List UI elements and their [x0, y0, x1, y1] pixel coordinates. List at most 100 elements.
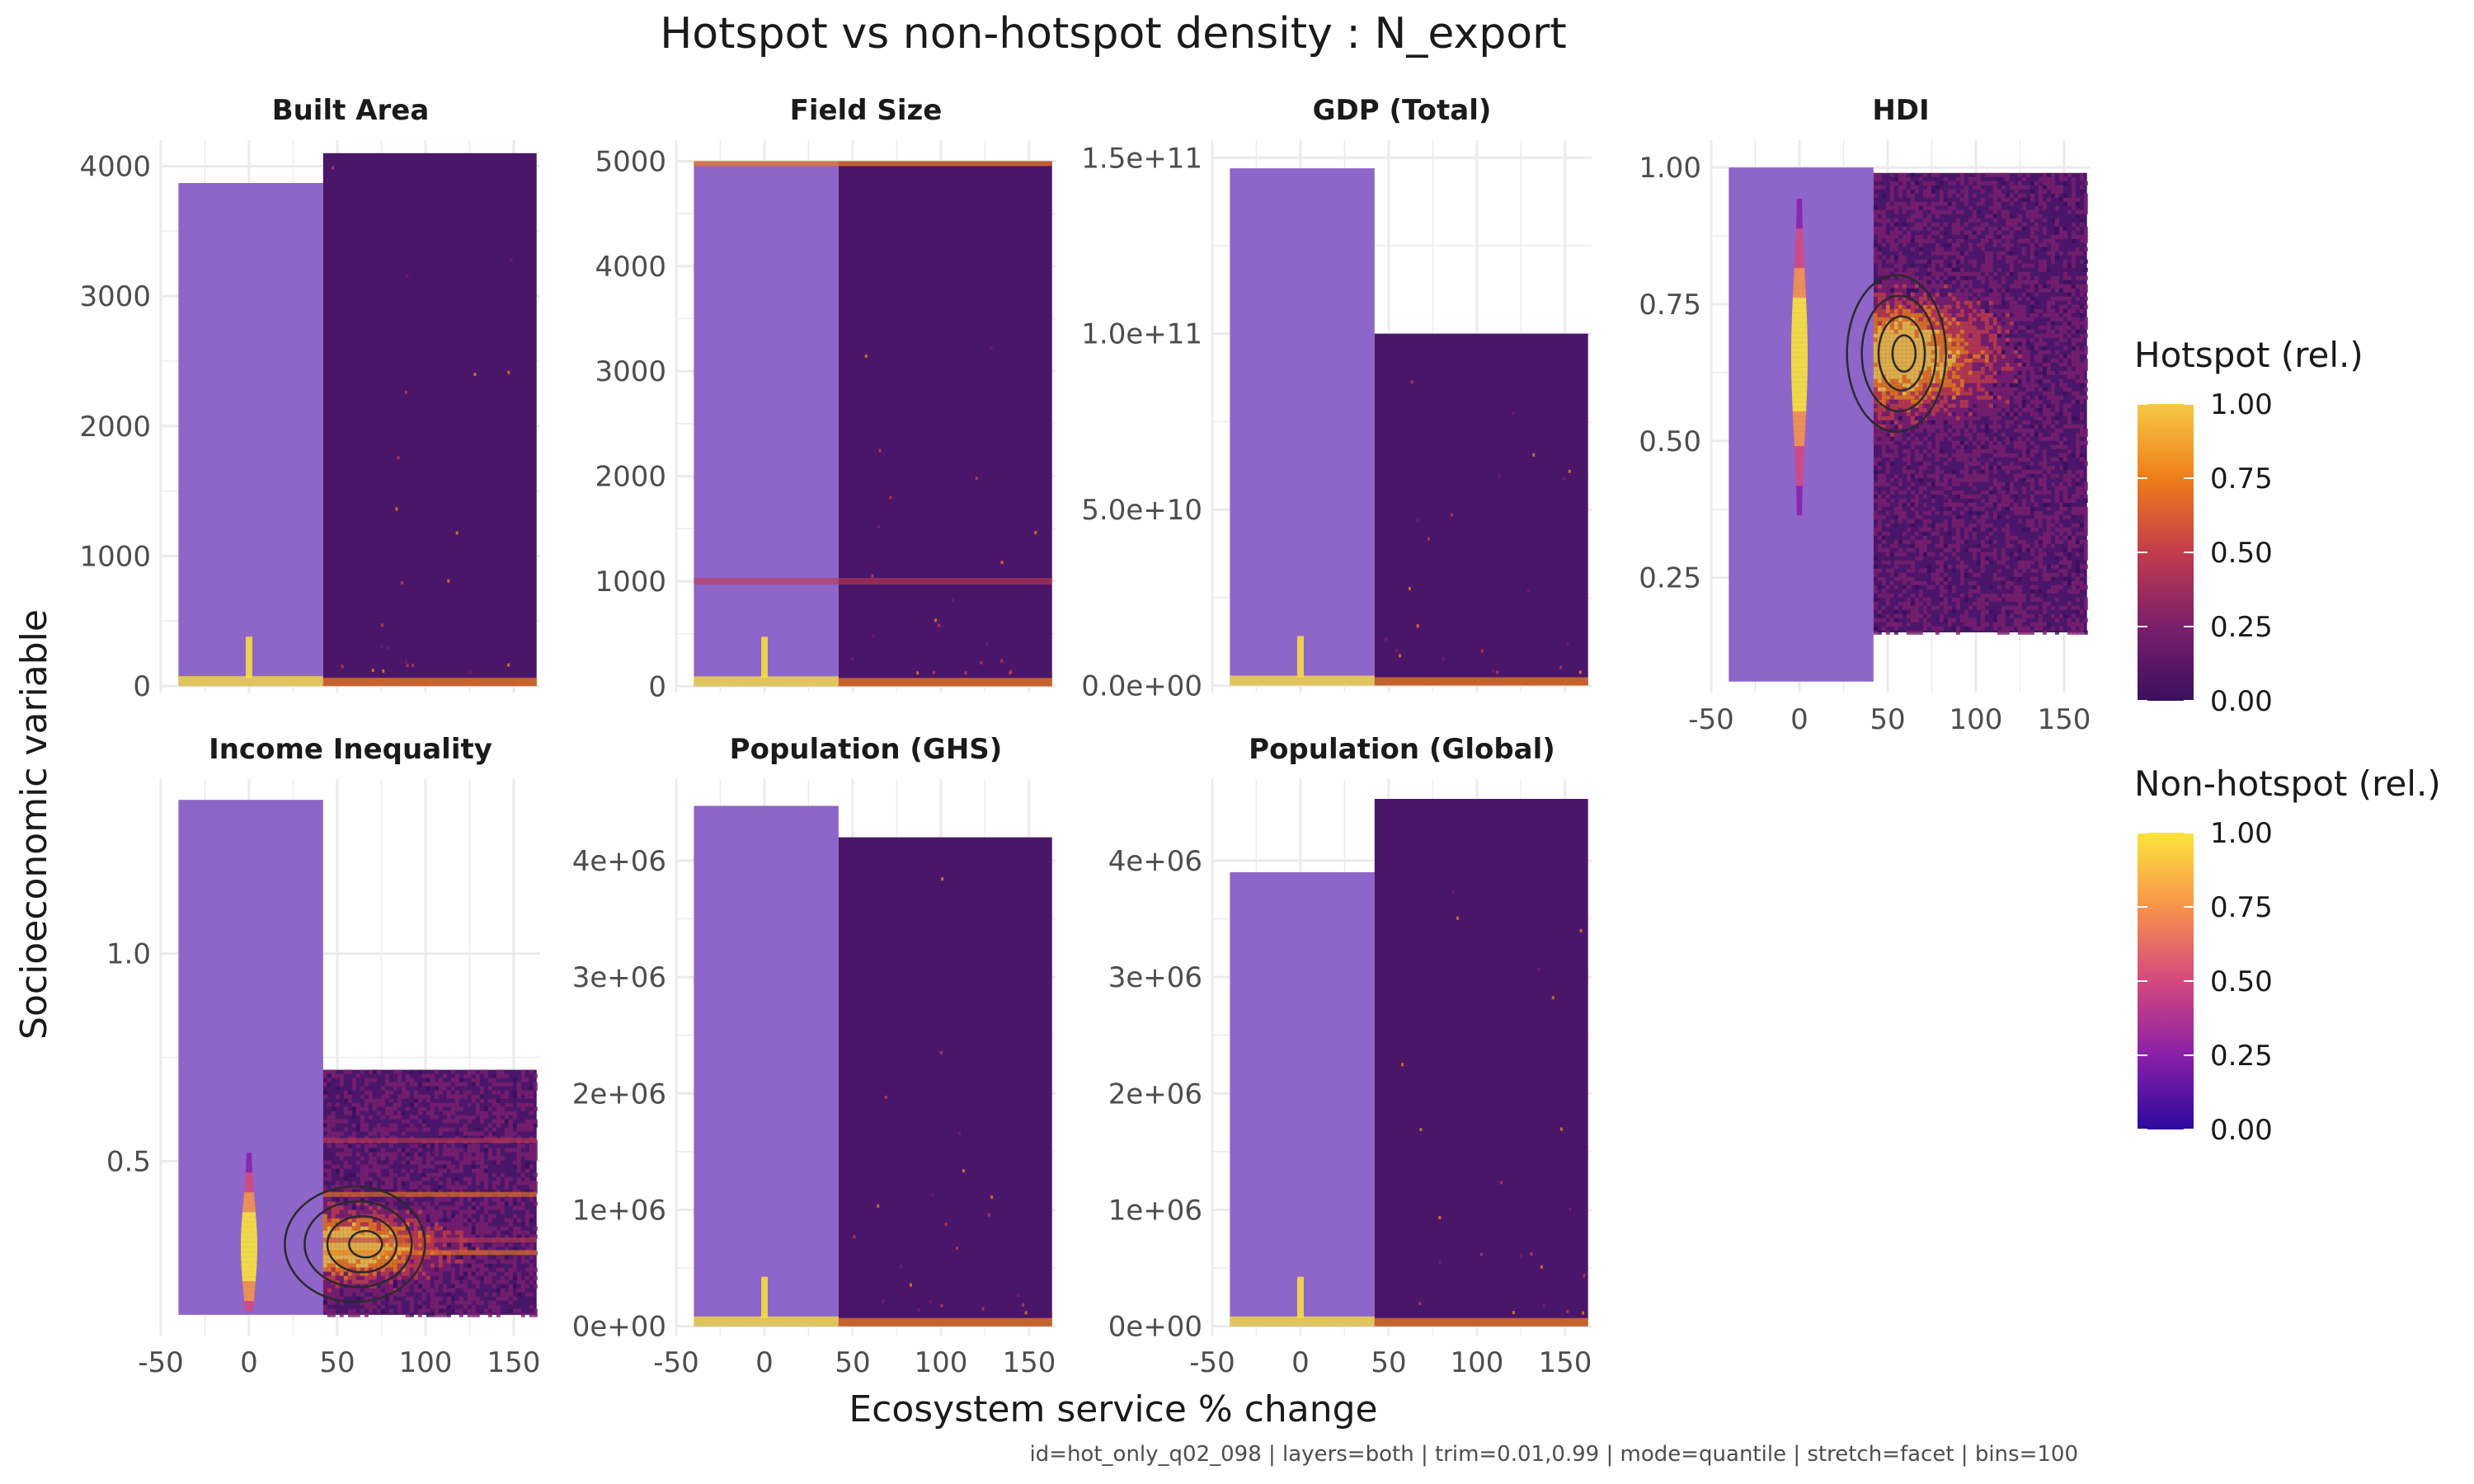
- y-tick-label: 0.0e+00: [1081, 669, 1202, 702]
- hotspot-density-cell: [1972, 391, 1977, 396]
- hotspot-density-cell: [2034, 205, 2039, 210]
- hotspot-density-cell: [512, 1160, 517, 1165]
- hotspot-density-cell: [1943, 556, 1948, 561]
- hotspot-density-cell: [1885, 494, 1890, 499]
- hotspot-density-cell: [1943, 267, 1948, 272]
- hotspot-density-cell: [2083, 510, 2088, 515]
- hotspot-density-cell: [1943, 477, 1948, 482]
- hotspot-density-cell: [2025, 506, 2030, 511]
- hotspot-density-cell: [409, 1168, 414, 1173]
- hotspot-density-cell: [1893, 399, 1898, 404]
- hotspot-density-cell: [322, 1069, 327, 1074]
- hotspot-density-cell: [1873, 428, 1878, 433]
- hotspot-density-cell: [2001, 444, 2006, 449]
- hotspot-density-cell: [2030, 234, 2034, 239]
- hotspot-density-cell: [1910, 263, 1915, 268]
- hotspot-density-cell: [2062, 181, 2067, 186]
- hotspot-density-cell: [1997, 387, 2001, 392]
- hotspot-density-cell: [1992, 197, 1997, 202]
- hotspot-density-cell: [1968, 218, 1973, 223]
- hotspot-density-cell: [2017, 271, 2022, 276]
- hotspot-density-cell: [1935, 453, 1940, 458]
- hotspot-density-cell: [1910, 317, 1915, 322]
- hotspot-density-cell: [1939, 362, 1944, 367]
- hotspot-density-cell: [1984, 255, 1989, 260]
- nonhotspot-density-cell: [1795, 233, 1804, 239]
- nonhotspot-density-cell: [1794, 263, 1804, 269]
- hotspot-density-cell: [1906, 308, 1911, 313]
- hotspot-density-cell: [2009, 605, 2014, 610]
- hotspot-density-cell: [2042, 267, 2047, 272]
- hotspot-density-cell: [322, 1185, 327, 1190]
- hotspot-density-cell: [1910, 580, 1915, 585]
- hotspot-density-cell: [1955, 448, 1960, 453]
- hotspot-density-cell: [376, 1111, 381, 1115]
- hotspot-density-cell: [1873, 362, 1878, 367]
- hotspot-density-cell: [1959, 251, 1964, 256]
- hotspot-density-cell: [1955, 387, 1960, 392]
- hotspot-density-cell: [1873, 585, 1878, 589]
- hotspot-density-cell: [2038, 560, 2043, 565]
- hotspot-density-cell: [1881, 576, 1886, 581]
- hotspot-density-cell: [1926, 300, 1931, 305]
- hotspot-density-cell: [1943, 523, 1948, 528]
- hotspot-density-cell: [2075, 350, 2080, 355]
- hotspot-density-cell: [2054, 457, 2059, 462]
- hotspot-density-cell: [1873, 358, 1878, 363]
- hotspot-density-cell: [2030, 576, 2034, 581]
- hotspot-density-cell: [1889, 387, 1894, 392]
- hotspot-density-cell: [1914, 395, 1919, 400]
- hotspot-density-cell: [1893, 378, 1898, 383]
- hotspot-density-cell: [533, 1201, 538, 1206]
- hotspot-density-cell: [1906, 605, 1911, 610]
- nonhotspot-density-cell: [1796, 505, 1803, 511]
- hotspot-density-cell: [1951, 416, 1956, 420]
- hotspot-density-cell: [1914, 502, 1919, 507]
- hotspot-density-cell: [1906, 420, 1911, 425]
- hotspot-density-cell: [1914, 428, 1919, 433]
- hotspot-density-cell: [2050, 247, 2055, 251]
- hotspot-density-cell: [2030, 218, 2034, 223]
- hotspot-density-cell: [1922, 325, 1927, 330]
- hotspot-density-cell: [520, 1230, 525, 1235]
- hotspot-density-cell: [1889, 618, 1894, 622]
- hotspot-density-cell: [2001, 374, 2006, 379]
- hotspot-density-cell: [388, 1209, 393, 1214]
- hotspot-density-cell: [2013, 284, 2018, 289]
- hotspot-density-cell: [2054, 399, 2059, 404]
- hotspot-density-cell: [2054, 585, 2059, 589]
- hotspot-density-cell: [1939, 399, 1944, 404]
- hotspot-density-cell: [331, 1209, 336, 1214]
- hotspot-density-cell: [1976, 494, 1981, 499]
- hotspot-density-cell: [368, 1226, 373, 1231]
- hotspot-density-cell: [426, 1176, 430, 1181]
- hotspot-density-cell: [1968, 374, 1973, 379]
- hotspot-density-cell: [1034, 530, 1037, 534]
- hotspot-density-cell: [2017, 185, 2022, 190]
- hotspot-density-cell: [2042, 238, 2047, 243]
- hotspot-density-cell: [1902, 424, 1907, 429]
- hotspot-density-cell: [454, 1234, 459, 1239]
- hotspot-density-cell: [1902, 416, 1907, 420]
- hotspot-density-cell: [2071, 354, 2076, 359]
- hotspot-density-cell: [2038, 308, 2043, 313]
- nonhotspot-density-cell: [1793, 416, 1806, 422]
- hotspot-density-cell: [2017, 618, 2022, 622]
- hotspot-density-cell: [2071, 337, 2076, 342]
- hotspot-density-cell: [1935, 312, 1940, 317]
- hotspot-density-cell: [2025, 420, 2030, 425]
- hotspot-density-cell: [496, 1176, 501, 1181]
- hotspot-density-cell: [1968, 477, 1973, 482]
- hotspot-density-band: [838, 678, 1052, 687]
- hotspot-density-cell: [459, 1230, 463, 1235]
- hotspot-density-cell: [1877, 576, 1882, 581]
- nonhotspot-density-cell: [1796, 199, 1803, 204]
- hotspot-density-cell: [1968, 304, 1973, 309]
- hotspot-density-cell: [2050, 457, 2055, 462]
- hotspot-density-cell: [2062, 411, 2067, 416]
- hotspot-density-cell: [347, 1069, 352, 1074]
- hotspot-density-cell: [2001, 481, 2006, 486]
- hotspot-density-cell: [2017, 399, 2022, 404]
- hotspot-density-cell: [2001, 593, 2006, 598]
- hotspot-density-cell: [2067, 580, 2072, 585]
